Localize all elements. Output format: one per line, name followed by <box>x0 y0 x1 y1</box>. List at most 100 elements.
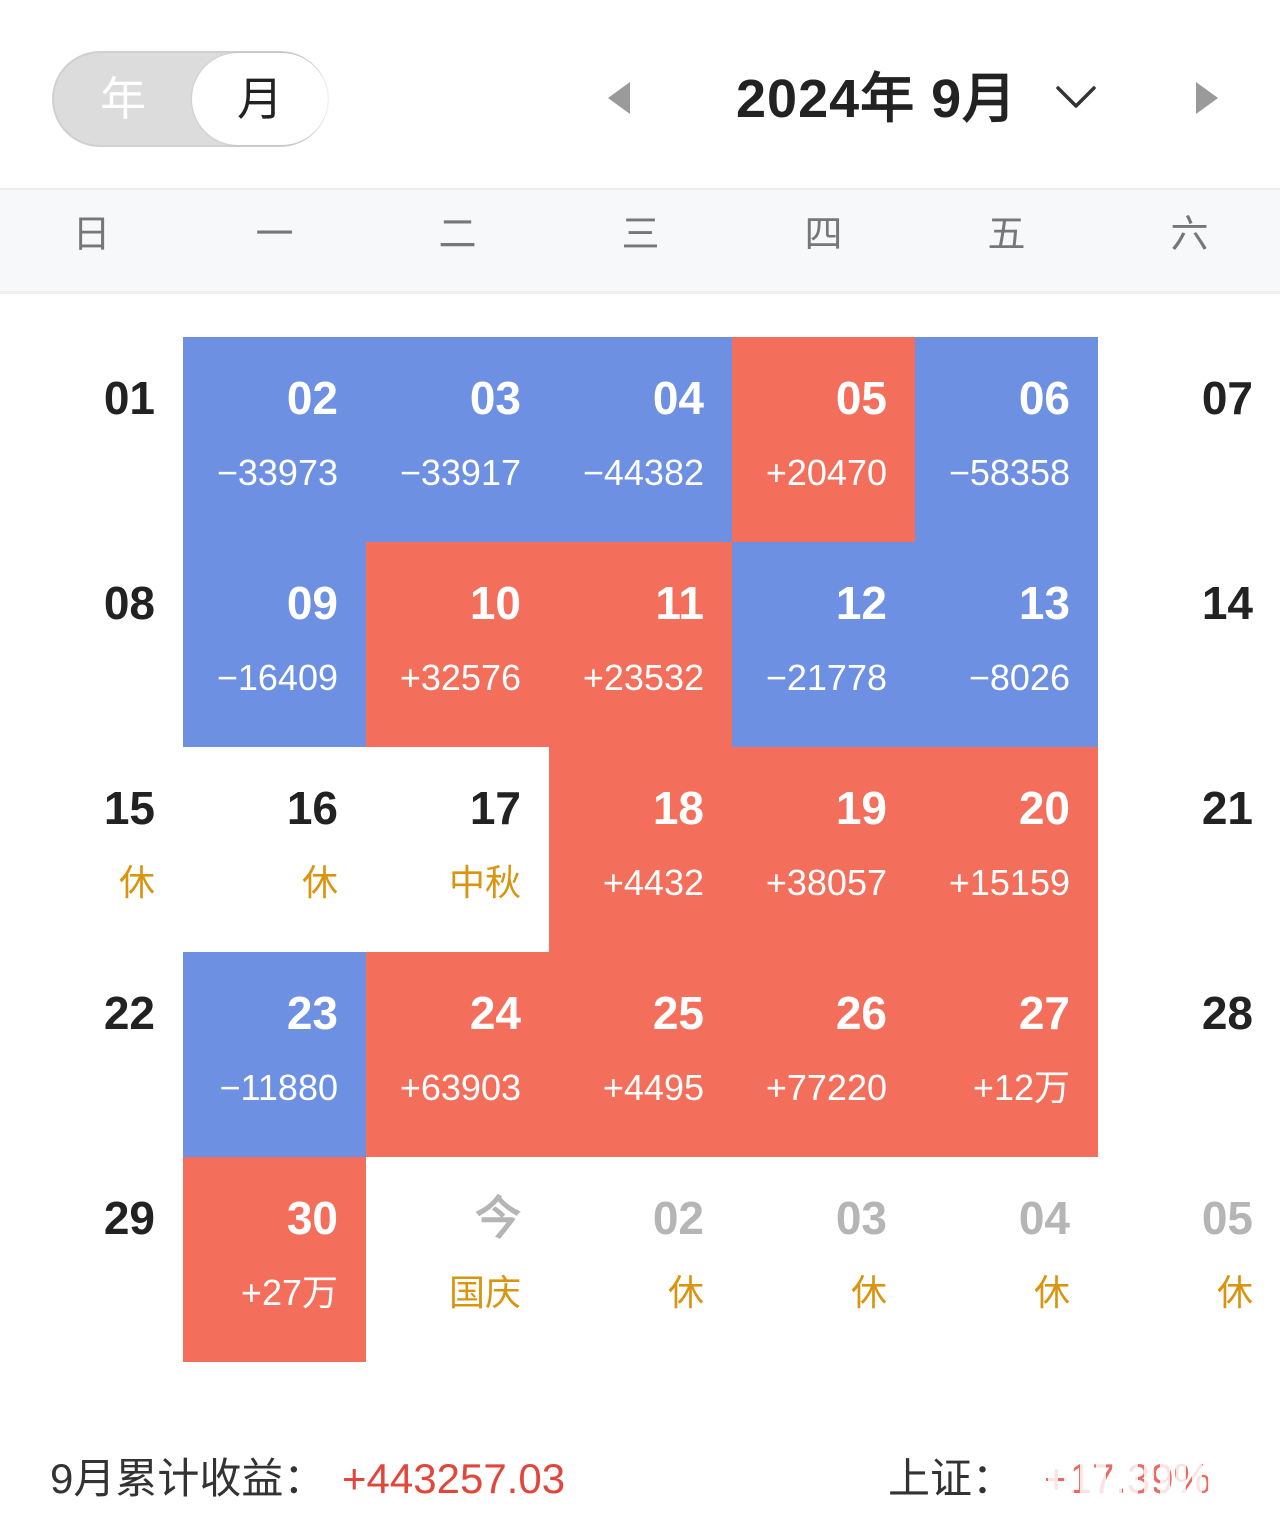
day-cell[interactable]: 01 <box>0 337 183 542</box>
day-cell[interactable]: 03 休 <box>732 1157 915 1362</box>
day-cell[interactable]: 07 <box>1098 337 1280 542</box>
day-cell[interactable]: 22 <box>0 952 183 1157</box>
toggle-month[interactable]: 月 <box>192 53 328 145</box>
day-number: 20 <box>1018 782 1070 834</box>
day-number: 24 <box>469 987 521 1039</box>
day-holiday-label: 休 <box>1033 1272 1070 1313</box>
day-cell[interactable]: 08 <box>0 542 183 747</box>
day-pnl: +15159 <box>948 862 1070 903</box>
day-cell[interactable]: 05 休 <box>1098 1157 1280 1362</box>
day-pnl: −44382 <box>582 452 704 493</box>
prev-month-icon[interactable] <box>600 78 640 118</box>
day-number: 27 <box>1018 987 1070 1039</box>
view-toggle[interactable]: 年 月 <box>52 51 328 147</box>
day-pnl: −16409 <box>216 657 338 698</box>
day-pnl: −21778 <box>765 657 887 698</box>
day-number: 12 <box>835 577 887 629</box>
weekday-fri: 五 <box>987 214 1026 256</box>
monthly-total-label: 9月累计收益： <box>50 1455 326 1502</box>
day-number: 07 <box>1201 372 1253 424</box>
toggle-year[interactable]: 年 <box>100 73 146 125</box>
day-number: 09 <box>286 577 338 629</box>
day-cell[interactable]: 16 休 <box>183 747 366 952</box>
day-cell[interactable]: 今国庆 <box>366 1157 549 1362</box>
day-pnl: +4432 <box>602 862 704 903</box>
day-holiday-label: 中秋 <box>448 862 521 903</box>
day-number: 02 <box>652 1192 704 1244</box>
day-pnl: −58358 <box>948 452 1070 493</box>
day-cell[interactable]: 23 −11880 <box>183 952 366 1157</box>
day-number: 19 <box>835 782 887 834</box>
day-number: 04 <box>652 372 704 424</box>
day-pnl: −8026 <box>968 657 1070 698</box>
month-title[interactable]: 2024年 9月 <box>736 69 1018 129</box>
day-cell[interactable]: 09 −16409 <box>183 542 366 747</box>
weekday-header: 日 一 二 三 四 五 六 <box>0 188 1280 294</box>
day-cell[interactable]: 10 +32576 <box>366 542 549 747</box>
monthly-total-value: +443257.03 <box>342 1455 566 1502</box>
day-number: 13 <box>1018 577 1070 629</box>
weekday-thu: 四 <box>804 214 843 256</box>
day-pnl: −11880 <box>219 1067 338 1108</box>
day-pnl: −33973 <box>216 452 338 493</box>
day-cell[interactable]: 19 +38057 <box>732 747 915 952</box>
day-cell[interactable]: 04 −44382 <box>549 337 732 542</box>
day-number: 06 <box>1018 372 1070 424</box>
day-number: 23 <box>286 987 338 1039</box>
day-pnl: +38057 <box>765 862 887 903</box>
day-cell[interactable]: 05 +20470 <box>732 337 915 542</box>
day-pnl: +4495 <box>602 1067 704 1108</box>
day-number: 26 <box>835 987 887 1039</box>
day-cell[interactable]: 04 休 <box>915 1157 1098 1362</box>
day-cell[interactable]: 02 −33973 <box>183 337 366 542</box>
day-number: 21 <box>1201 782 1253 834</box>
day-pnl: +77220 <box>765 1067 887 1108</box>
day-cell[interactable]: 06 −58358 <box>915 337 1098 542</box>
day-cell[interactable]: 29 <box>0 1157 183 1362</box>
day-pnl: +63903 <box>399 1067 521 1108</box>
day-holiday-label: 国庆 <box>448 1272 521 1313</box>
day-cell[interactable]: 11 +23532 <box>549 542 732 747</box>
day-cell[interactable]: 28 <box>1098 952 1280 1157</box>
day-cell[interactable]: 02 休 <box>549 1157 732 1362</box>
day-pnl: +32576 <box>399 657 521 698</box>
day-number: 14 <box>1201 577 1253 629</box>
day-cell[interactable]: 25 +4495 <box>549 952 732 1157</box>
day-cell[interactable]: 14 <box>1098 542 1280 747</box>
day-number: 28 <box>1201 987 1253 1039</box>
day-cell[interactable]: 26 +77220 <box>732 952 915 1157</box>
day-cell[interactable]: 21 <box>1098 747 1280 952</box>
day-number: 18 <box>652 782 704 834</box>
next-month-icon[interactable] <box>1186 78 1226 118</box>
day-pnl: +27万 <box>240 1272 338 1313</box>
day-cell[interactable]: 03 −33917 <box>366 337 549 542</box>
day-cell[interactable]: 24 +63903 <box>366 952 549 1157</box>
day-cell[interactable]: 13 −8026 <box>915 542 1098 747</box>
day-cell[interactable]: 30 +27万 <box>183 1157 366 1362</box>
day-cell[interactable]: 17 中秋 <box>366 747 549 952</box>
day-holiday-label: 休 <box>850 1272 887 1313</box>
weekday-mon: 一 <box>255 214 294 256</box>
day-number: 02 <box>286 372 338 424</box>
chevron-down-icon[interactable] <box>1054 82 1098 112</box>
day-cell[interactable]: 27 +12万 <box>915 952 1098 1157</box>
day-cell[interactable]: 18 +4432 <box>549 747 732 952</box>
watermark <box>1000 1462 1260 1512</box>
day-number: 29 <box>103 1192 155 1244</box>
day-holiday-label: 休 <box>667 1272 704 1313</box>
calendar-grid: 01 02 −33973 03 −33917 04 −44382 05 +20470 06 −583… <box>0 337 1280 1362</box>
day-holiday-label: 休 <box>118 862 155 903</box>
day-number: 03 <box>835 1192 887 1244</box>
day-number: 01 <box>103 372 155 424</box>
day-cell[interactable]: 12 −21778 <box>732 542 915 747</box>
weekday-wed: 三 <box>621 214 660 256</box>
day-cell[interactable]: 15 休 <box>0 747 183 952</box>
weekday-tue: 二 <box>438 214 477 256</box>
day-number: 11 <box>655 577 704 629</box>
day-pnl: +23532 <box>582 657 704 698</box>
day-number: 30 <box>286 1192 338 1244</box>
day-pnl: −33917 <box>399 452 521 493</box>
day-cell[interactable]: 20 +15159 <box>915 747 1098 952</box>
day-number: 05 <box>835 372 887 424</box>
day-number: 25 <box>652 987 704 1039</box>
